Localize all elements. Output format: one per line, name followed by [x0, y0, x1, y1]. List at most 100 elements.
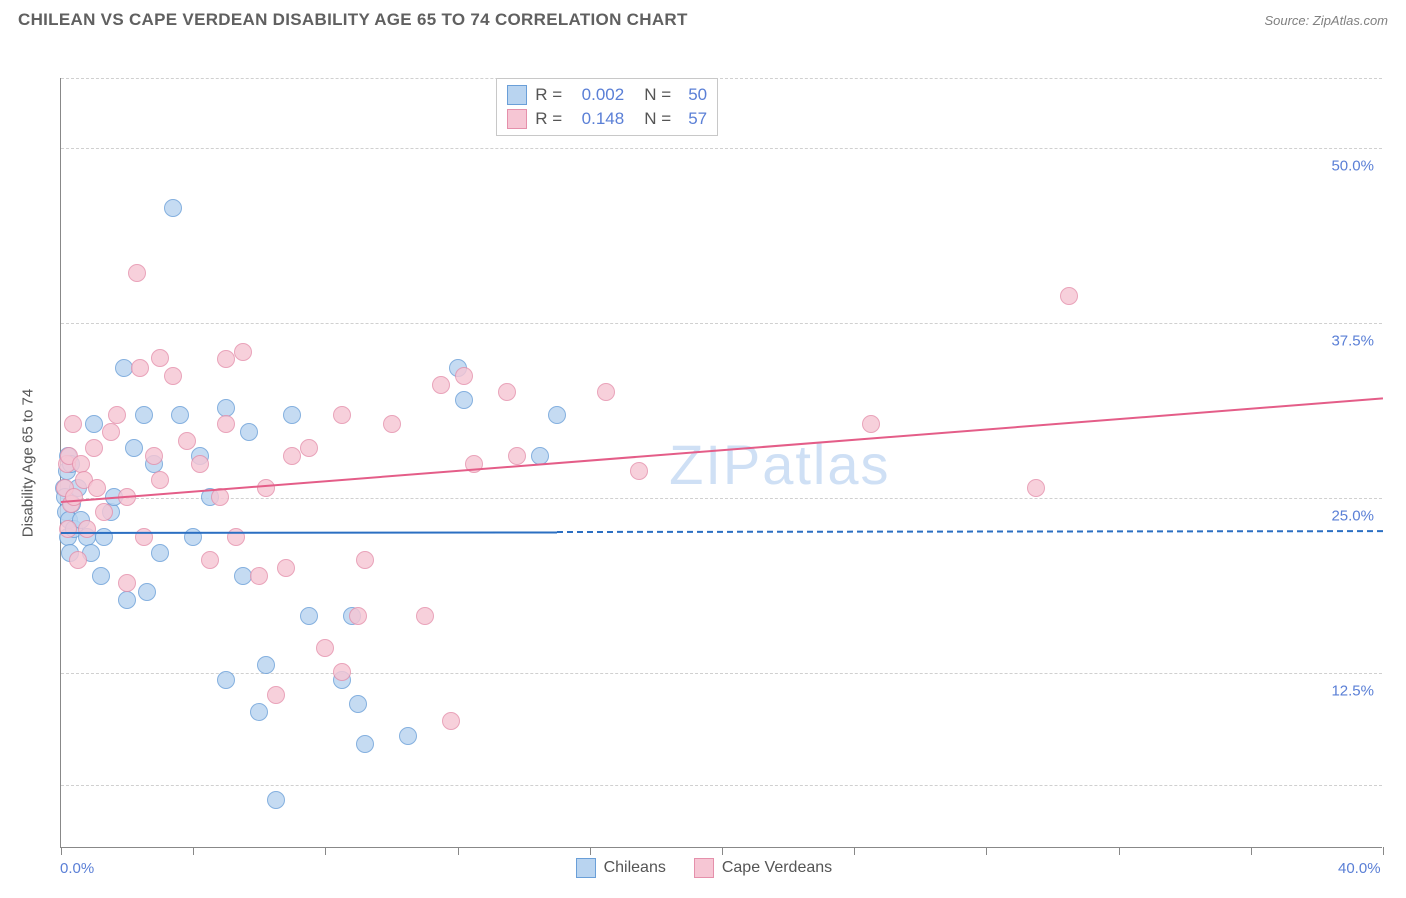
data-point-capeverdeans [78, 520, 96, 538]
x-tick [325, 847, 326, 855]
gridline [61, 673, 1382, 674]
gridline [61, 323, 1382, 324]
swatch-chileans [576, 858, 596, 878]
stat-n-label: N = [644, 85, 671, 105]
stat-n-value: 50 [679, 85, 707, 105]
data-point-capeverdeans [108, 406, 126, 424]
data-point-capeverdeans [316, 639, 334, 657]
legend-item-capeverdeans: Cape Verdeans [694, 858, 832, 878]
data-point-capeverdeans [300, 439, 318, 457]
legend-item-chileans: Chileans [576, 858, 666, 878]
series-legend: Chileans Cape Verdeans [576, 858, 833, 878]
data-point-chileans [135, 406, 153, 424]
data-point-chileans [125, 439, 143, 457]
data-point-chileans [349, 695, 367, 713]
data-point-chileans [300, 607, 318, 625]
data-point-chileans [171, 406, 189, 424]
trend-line [61, 397, 1383, 503]
data-point-capeverdeans [508, 447, 526, 465]
legend-label: Chileans [604, 859, 666, 877]
data-point-capeverdeans [135, 528, 153, 546]
data-point-chileans [118, 591, 136, 609]
data-point-chileans [164, 199, 182, 217]
data-point-capeverdeans [234, 343, 252, 361]
data-point-capeverdeans [102, 423, 120, 441]
data-point-capeverdeans [128, 264, 146, 282]
data-point-capeverdeans [95, 503, 113, 521]
data-point-capeverdeans [333, 663, 351, 681]
data-point-chileans [455, 391, 473, 409]
data-point-capeverdeans [1027, 479, 1045, 497]
data-point-capeverdeans [630, 462, 648, 480]
data-point-capeverdeans [597, 383, 615, 401]
chart-header: CHILEAN VS CAPE VERDEAN DISABILITY AGE 6… [0, 0, 1406, 36]
data-point-capeverdeans [59, 520, 77, 538]
data-point-capeverdeans [416, 607, 434, 625]
data-point-chileans [92, 567, 110, 585]
x-tick [854, 847, 855, 855]
data-point-chileans [95, 528, 113, 546]
data-point-capeverdeans [69, 551, 87, 569]
swatch-capeverdeans [694, 858, 714, 878]
gridline [61, 498, 1382, 499]
data-point-chileans [217, 671, 235, 689]
data-point-capeverdeans [250, 567, 268, 585]
data-point-chileans [356, 735, 374, 753]
stats-row-chileans: R =0.002N =50 [507, 83, 707, 107]
trend-line [61, 531, 557, 534]
y-tick-label: 50.0% [1331, 158, 1374, 175]
data-point-capeverdeans [118, 574, 136, 592]
y-axis-label: Disability Age 65 to 74 [20, 389, 37, 537]
data-point-capeverdeans [432, 376, 450, 394]
data-point-chileans [151, 544, 169, 562]
data-point-chileans [85, 415, 103, 433]
data-point-chileans [399, 727, 417, 745]
data-point-capeverdeans [191, 455, 209, 473]
x-tick [986, 847, 987, 855]
data-point-chileans [250, 703, 268, 721]
data-point-chileans [234, 567, 252, 585]
stats-legend: R =0.002N =50R =0.148N =57 [496, 78, 718, 136]
swatch-capeverdeans [507, 109, 527, 129]
x-tick [193, 847, 194, 855]
x-tick [1119, 847, 1120, 855]
data-point-capeverdeans [131, 359, 149, 377]
data-point-capeverdeans [85, 439, 103, 457]
data-point-capeverdeans [455, 367, 473, 385]
source-attribution: Source: ZipAtlas.com [1264, 13, 1388, 28]
x-tick [590, 847, 591, 855]
stat-n-value: 57 [679, 109, 707, 129]
chart-container: Disability Age 65 to 74 ZIPatlas 12.5% 25… [18, 36, 1388, 898]
watermark: ZIPatlas [669, 432, 890, 497]
x-tick [1251, 847, 1252, 855]
data-point-capeverdeans [151, 349, 169, 367]
y-tick-label: 25.0% [1331, 508, 1374, 525]
data-point-chileans [267, 791, 285, 809]
x-tick [722, 847, 723, 855]
data-point-capeverdeans [257, 479, 275, 497]
y-tick-label: 12.5% [1331, 683, 1374, 700]
data-point-capeverdeans [498, 383, 516, 401]
gridline [61, 78, 1382, 79]
data-point-capeverdeans [333, 406, 351, 424]
plot-area: ZIPatlas 12.5%25.0%37.5%50.0% [60, 78, 1382, 848]
x-tick [1383, 847, 1384, 855]
x-axis-label: 40.0% [1338, 860, 1381, 877]
stat-r-label: R = [535, 85, 562, 105]
gridline [61, 148, 1382, 149]
legend-label: Cape Verdeans [722, 859, 832, 877]
data-point-capeverdeans [862, 415, 880, 433]
data-point-capeverdeans [201, 551, 219, 569]
data-point-capeverdeans [349, 607, 367, 625]
data-point-capeverdeans [356, 551, 374, 569]
data-point-chileans [257, 656, 275, 674]
data-point-capeverdeans [178, 432, 196, 450]
data-point-capeverdeans [65, 488, 83, 506]
data-point-capeverdeans [283, 447, 301, 465]
stat-r-value: 0.148 [570, 109, 624, 129]
data-point-capeverdeans [383, 415, 401, 433]
stat-r-label: R = [535, 109, 562, 129]
x-tick [61, 847, 62, 855]
data-point-chileans [240, 423, 258, 441]
data-point-capeverdeans [88, 479, 106, 497]
